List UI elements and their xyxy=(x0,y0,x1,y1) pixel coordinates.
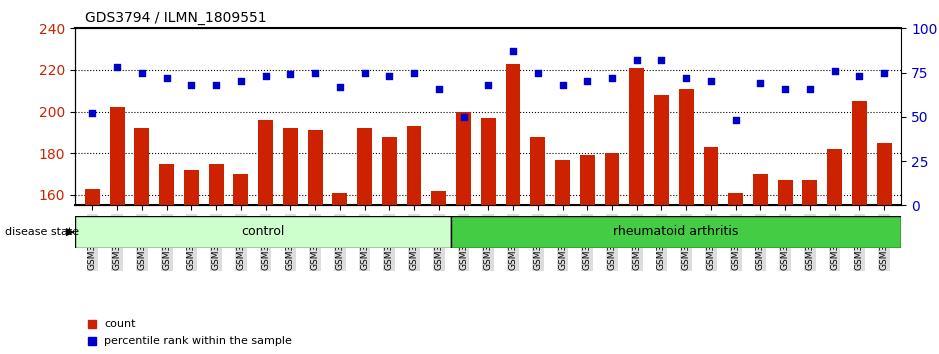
Point xyxy=(852,73,867,79)
Point xyxy=(134,70,149,75)
Bar xyxy=(456,112,471,205)
Point xyxy=(629,57,644,63)
Point xyxy=(803,86,818,91)
Bar xyxy=(555,160,570,205)
Bar xyxy=(258,120,273,205)
Bar xyxy=(110,108,125,205)
Bar xyxy=(703,147,718,205)
Bar xyxy=(134,128,149,205)
Point xyxy=(505,48,520,54)
Bar xyxy=(431,191,446,205)
Text: rheumatoid arthritis: rheumatoid arthritis xyxy=(613,225,739,238)
Point xyxy=(531,70,546,75)
FancyBboxPatch shape xyxy=(75,216,451,248)
Text: control: control xyxy=(241,225,285,238)
Text: count: count xyxy=(104,319,135,329)
Bar xyxy=(308,130,322,205)
Bar xyxy=(729,193,743,205)
Text: GDS3794 / ILMN_1809551: GDS3794 / ILMN_1809551 xyxy=(85,11,266,25)
Bar xyxy=(827,149,842,205)
Bar xyxy=(852,101,867,205)
Bar xyxy=(605,153,620,205)
Bar xyxy=(654,95,669,205)
Point xyxy=(407,70,422,75)
Bar xyxy=(234,174,248,205)
Point xyxy=(184,82,199,88)
Point xyxy=(728,118,743,123)
Point xyxy=(85,110,100,116)
Point xyxy=(827,68,842,74)
Point xyxy=(555,82,570,88)
Point xyxy=(579,79,594,84)
Point xyxy=(234,79,249,84)
Bar xyxy=(332,193,347,205)
Text: ▶: ▶ xyxy=(66,227,74,237)
Point xyxy=(777,86,793,91)
Point xyxy=(703,79,718,84)
Bar xyxy=(629,68,644,205)
Bar xyxy=(85,189,100,205)
Point xyxy=(877,70,892,75)
Point xyxy=(654,57,669,63)
Bar xyxy=(579,155,594,205)
Bar xyxy=(357,128,372,205)
Bar xyxy=(505,64,520,205)
Bar xyxy=(877,143,891,205)
FancyBboxPatch shape xyxy=(451,216,901,248)
Point xyxy=(456,114,471,120)
Bar xyxy=(283,128,298,205)
Bar xyxy=(382,137,397,205)
Bar xyxy=(531,137,546,205)
Text: percentile rank within the sample: percentile rank within the sample xyxy=(104,336,292,346)
Bar xyxy=(777,180,793,205)
Bar xyxy=(160,164,174,205)
Point xyxy=(308,70,323,75)
Point xyxy=(357,70,372,75)
Bar xyxy=(753,174,768,205)
Point xyxy=(332,84,347,90)
Text: disease state: disease state xyxy=(5,227,79,237)
Point xyxy=(208,82,223,88)
Point xyxy=(481,82,496,88)
Point xyxy=(431,86,446,91)
Point xyxy=(110,64,125,70)
Bar xyxy=(679,89,694,205)
Bar xyxy=(184,170,199,205)
Bar xyxy=(803,180,817,205)
Point xyxy=(159,75,174,81)
Point xyxy=(283,72,298,77)
Point xyxy=(605,75,620,81)
Bar xyxy=(208,164,223,205)
Bar xyxy=(481,118,496,205)
Point xyxy=(679,75,694,81)
Point xyxy=(258,73,273,79)
Point xyxy=(753,80,768,86)
Bar xyxy=(407,126,422,205)
Point xyxy=(382,73,397,79)
